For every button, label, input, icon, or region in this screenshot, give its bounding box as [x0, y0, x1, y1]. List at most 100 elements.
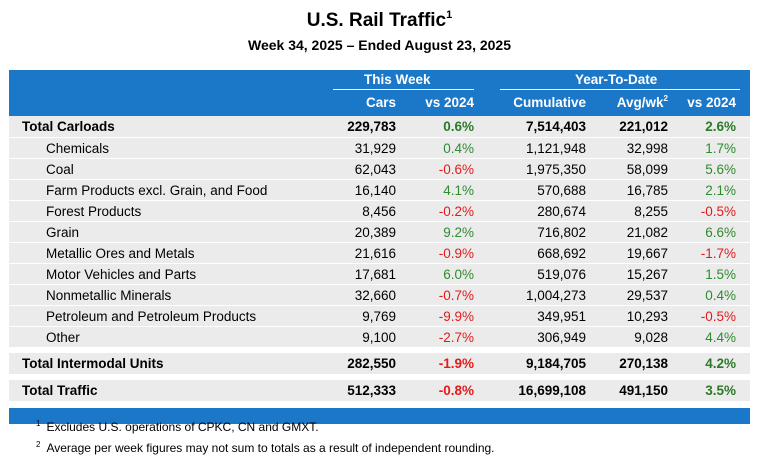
cell-vs-2024-ytd: 4.4%	[705, 330, 736, 345]
row-label: Total Traffic	[22, 383, 98, 398]
group-year-to-date: Year-To-Date	[575, 72, 658, 87]
cell-avg-per-week: 10,293	[626, 309, 668, 324]
cell-cars: 229,783	[347, 119, 396, 134]
cell-vs-2024-week: 6.0%	[443, 267, 474, 282]
cell-avg-per-week: 16,785	[626, 183, 668, 198]
cell-vs-2024-week: -0.9%	[438, 246, 474, 261]
col-header-avg-mark: 2	[663, 94, 668, 103]
cell-cumulative: 1,004,273	[525, 288, 586, 303]
row-label: Forest Products	[46, 204, 142, 219]
table-row: Motor Vehicles and Parts 17,681 6.0% 519,07…	[9, 264, 750, 285]
table-row: Forest Products 8,456 -0.2% 280,674 8,255 -0.…	[9, 201, 750, 222]
row-label: Total Carloads	[22, 119, 115, 134]
row-label: Chemicals	[46, 141, 110, 156]
cell-vs-2024-ytd: 4.2%	[705, 356, 736, 371]
cell-vs-2024-ytd: -0.5%	[700, 309, 736, 324]
row-label: Motor Vehicles and Parts	[46, 267, 197, 282]
cell-vs-2024-ytd: -0.5%	[700, 204, 736, 219]
row-label: Total Intermodal Units	[22, 356, 164, 371]
cell-cars: 17,681	[354, 267, 396, 282]
cell-cars: 62,043	[354, 162, 396, 177]
footnote-2-text: Average per week figures may not sum to …	[46, 441, 495, 455]
footnote-1: 1 Excludes U.S. operations of CPKC, CN an…	[36, 419, 319, 435]
row-label: Other	[46, 330, 80, 345]
cell-cumulative: 668,692	[537, 246, 586, 261]
cell-avg-per-week: 270,138	[619, 356, 668, 371]
cell-vs-2024-week: -0.7%	[438, 288, 474, 303]
cell-cumulative: 570,688	[537, 183, 586, 198]
cell-vs-2024-week: -1.9%	[438, 356, 474, 371]
col-header-avg-per-week: Avg/wk2	[617, 90, 668, 116]
cell-vs-2024-ytd: -1.7%	[700, 246, 736, 261]
cell-cumulative: 16,699,108	[518, 383, 586, 398]
table-row: Chemicals 31,929 0.4% 1,121,948 32,998 1.7%	[9, 138, 750, 159]
row-label: Grain	[46, 225, 80, 240]
row-label: Nonmetallic Minerals	[46, 288, 172, 303]
cell-avg-per-week: 9,028	[634, 330, 668, 345]
col-header-avg-text: Avg/wk	[616, 95, 664, 110]
cell-vs-2024-ytd: 6.6%	[705, 225, 736, 240]
cell-cumulative: 9,184,705	[525, 356, 586, 371]
table-row: Petroleum and Petroleum Products 9,769 -9.…	[9, 306, 750, 327]
row-label: Farm Products excl. Grain, and Food	[46, 183, 268, 198]
col-header-vs-2024-week: vs 2024	[425, 95, 474, 110]
cell-cars: 9,100	[362, 330, 396, 345]
table-row: Metallic Ores and Metals 21,616 -0.9% 668,6…	[9, 243, 750, 264]
cell-cars: 21,616	[354, 246, 396, 261]
report-header: U.S. Rail Traffic1 Week 34, 2025 – Ended…	[0, 9, 759, 54]
cell-vs-2024-ytd: 1.5%	[705, 267, 736, 282]
title-text: U.S. Rail Traffic	[306, 10, 447, 31]
cell-cars: 8,456	[362, 204, 396, 219]
table-bottom-bar	[9, 408, 750, 424]
table-row: Grain 20,389 9.2% 716,802 21,082 6.6%	[9, 222, 750, 243]
cell-cars: 20,389	[354, 225, 396, 240]
cell-vs-2024-week: -9.9%	[438, 309, 474, 324]
row-label: Petroleum and Petroleum Products	[46, 309, 257, 324]
cell-avg-per-week: 19,667	[626, 246, 668, 261]
cell-vs-2024-ytd: 3.5%	[705, 383, 736, 398]
cell-vs-2024-ytd: 1.7%	[705, 141, 736, 156]
col-header-cars: Cars	[365, 95, 396, 110]
cell-cumulative: 716,802	[537, 225, 586, 240]
cell-avg-per-week: 32,998	[626, 141, 668, 156]
col-header-vs-2024-ytd: vs 2024	[687, 95, 736, 110]
cell-avg-per-week: 29,537	[626, 288, 668, 303]
page-subtitle: Week 34, 2025 – Ended August 23, 2025	[247, 37, 512, 53]
cell-vs-2024-week: 0.6%	[443, 119, 474, 134]
footnote-1-mark: 1	[36, 419, 41, 428]
table-body: Total Carloads 229,783 0.6% 7,514,403 221,01…	[9, 116, 750, 402]
cell-vs-2024-week: 9.2%	[443, 225, 474, 240]
cell-vs-2024-week: -0.6%	[438, 162, 474, 177]
cell-cars: 31,929	[354, 141, 396, 156]
rail-traffic-table: This Week Year-To-Date Cars vs 2024 Cumu…	[9, 70, 750, 424]
footnote-2-mark: 2	[36, 440, 41, 449]
cell-cumulative: 7,514,403	[525, 119, 586, 134]
table-column-header: Cars vs 2024 Cumulative Avg/wk2 vs 2024	[9, 90, 750, 116]
footnote-2: 2 Average per week figures may not sum to…	[36, 440, 495, 456]
cell-cars: 9,769	[362, 309, 396, 324]
cell-avg-per-week: 21,082	[626, 225, 668, 240]
cell-avg-per-week: 8,255	[634, 204, 668, 219]
cell-avg-per-week: 15,267	[626, 267, 668, 282]
cell-vs-2024-week: -2.7%	[438, 330, 474, 345]
cell-cars: 32,660	[354, 288, 396, 303]
cell-vs-2024-week: -0.8%	[438, 383, 474, 398]
cell-cars: 282,550	[347, 356, 396, 371]
table-row: Nonmetallic Minerals 32,660 -0.7% 1,004,273…	[9, 285, 750, 306]
cell-cars: 512,333	[347, 383, 396, 398]
cell-cumulative: 280,674	[537, 204, 586, 219]
col-header-cumulative: Cumulative	[513, 95, 586, 110]
row-label: Coal	[46, 162, 74, 177]
cell-vs-2024-ytd: 2.1%	[705, 183, 736, 198]
title-footnote-mark: 1	[446, 9, 453, 21]
cell-vs-2024-ytd: 0.4%	[705, 288, 736, 303]
cell-cumulative: 349,951	[537, 309, 586, 324]
cell-avg-per-week: 491,150	[619, 383, 668, 398]
cell-vs-2024-ytd: 5.6%	[705, 162, 736, 177]
row-label: Metallic Ores and Metals	[46, 246, 195, 261]
table-row: Coal 62,043 -0.6% 1,975,350 58,099 5.6%	[9, 159, 750, 180]
table-row: Total Intermodal Units 282,550 -1.9% 9,184,…	[9, 353, 750, 375]
cell-vs-2024-week: 0.4%	[443, 141, 474, 156]
table-row: Farm Products excl. Grain, and Food 16,14…	[9, 180, 750, 201]
table-group-header: This Week Year-To-Date	[9, 70, 750, 90]
